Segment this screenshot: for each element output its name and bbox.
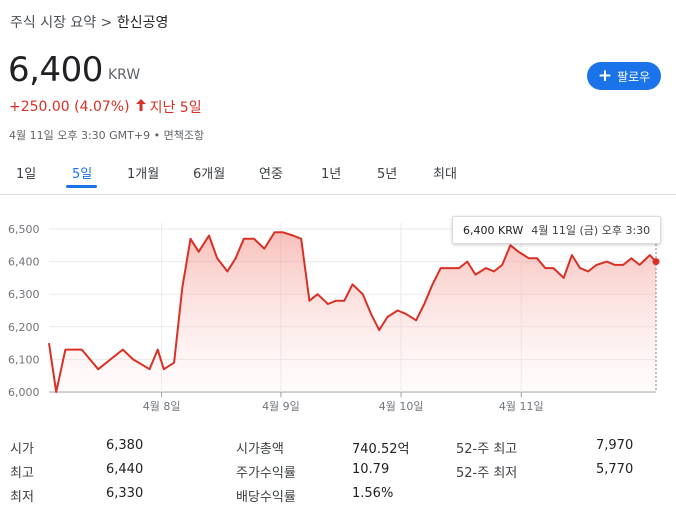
tab-1d[interactable]: 1일: [16, 167, 37, 182]
stat-label-low: 최저: [10, 490, 34, 505]
arrow-up-icon: [135, 99, 146, 115]
tooltip-price: 6,400 KRW: [463, 223, 524, 237]
stat-value-open: 6,380: [106, 438, 144, 453]
stat-label-pe-ratio: 주가수익률: [236, 466, 296, 481]
chart-tooltip: 6,400 KRW 4월 11일 (금) 오후 3:30: [452, 216, 662, 244]
stat-value-dividend-yield: 1.56%: [352, 486, 394, 501]
x-tick-label: 4월 10일: [379, 399, 424, 413]
y-tick-label: 6,000: [8, 386, 40, 399]
price-change-period: 지난 5일: [149, 100, 202, 116]
tab-1y[interactable]: 1년: [321, 167, 342, 182]
stat-value-52w-low: 5,770: [596, 462, 634, 477]
plus-icon: +: [597, 65, 613, 86]
breadcrumb: 주식 시장 요약 > 한신공영: [10, 12, 168, 32]
active-tab-indicator: [66, 185, 97, 188]
x-tick-label: 4월 11일: [499, 399, 544, 413]
price-chart[interactable]: 6,000 6,100 6,200 6,300 6,400 6,500 4월 8일 4월 9…: [0, 200, 676, 420]
hover-point: [652, 258, 660, 266]
currency-label: KRW: [108, 67, 141, 83]
stat-label-52w-low: 52-주 최저: [456, 466, 518, 481]
tab-5y[interactable]: 5년: [377, 167, 398, 182]
x-tick-label: 4월 8일: [143, 399, 181, 413]
price-change-value: +250.00 (4.07%): [9, 99, 130, 115]
stat-value-high: 6,440: [106, 462, 144, 477]
tab-5d[interactable]: 5일: [72, 167, 93, 182]
y-tick-label: 6,200: [8, 321, 40, 334]
breadcrumb-parent-link[interactable]: 주식 시장 요약: [10, 15, 97, 31]
stat-label-dividend-yield: 배당수익률: [236, 490, 296, 505]
follow-button-label: 팔로우: [617, 69, 651, 84]
x-tick-label: 4월 9일: [262, 399, 300, 413]
tab-ytd[interactable]: 연중: [259, 167, 283, 182]
breadcrumb-separator: >: [100, 15, 113, 31]
stock-price: 6,400: [8, 50, 103, 90]
tooltip-date: 4월 11일 (금) 오후 3:30: [531, 224, 651, 237]
chart-price-line: [48, 231, 657, 393]
y-tick-label: 6,100: [8, 353, 40, 366]
stat-value-52w-high: 7,970: [596, 438, 634, 453]
stat-label-52w-high: 52-주 최고: [456, 442, 518, 457]
y-tick-label: 6,300: [8, 288, 40, 301]
stat-label-high: 최고: [10, 466, 34, 481]
tabs-divider: [0, 194, 676, 195]
stat-value-pe-ratio: 10.79: [352, 462, 390, 477]
tab-1m[interactable]: 1개월: [127, 167, 160, 182]
quote-timestamp: 4월 11일 오후 3:30 GMT+9 • 면책조항: [9, 129, 205, 142]
stat-value-low: 6,330: [106, 486, 144, 501]
y-tick-label: 6,500: [8, 223, 40, 236]
breadcrumb-current: 한신공영: [116, 15, 169, 31]
y-tick-label: 6,400: [8, 256, 40, 269]
stat-label-open: 시가: [10, 442, 34, 457]
chart-area-fill: [49, 232, 656, 392]
tab-max[interactable]: 최대: [433, 167, 457, 182]
price-change: +250.00 (4.07%) 지난 5일: [9, 97, 202, 117]
stat-value-market-cap: 740.52억: [352, 442, 410, 457]
tab-6m[interactable]: 6개월: [193, 167, 226, 182]
follow-button[interactable]: + 팔로우: [587, 62, 661, 90]
stat-label-market-cap: 시가총액: [236, 442, 284, 457]
